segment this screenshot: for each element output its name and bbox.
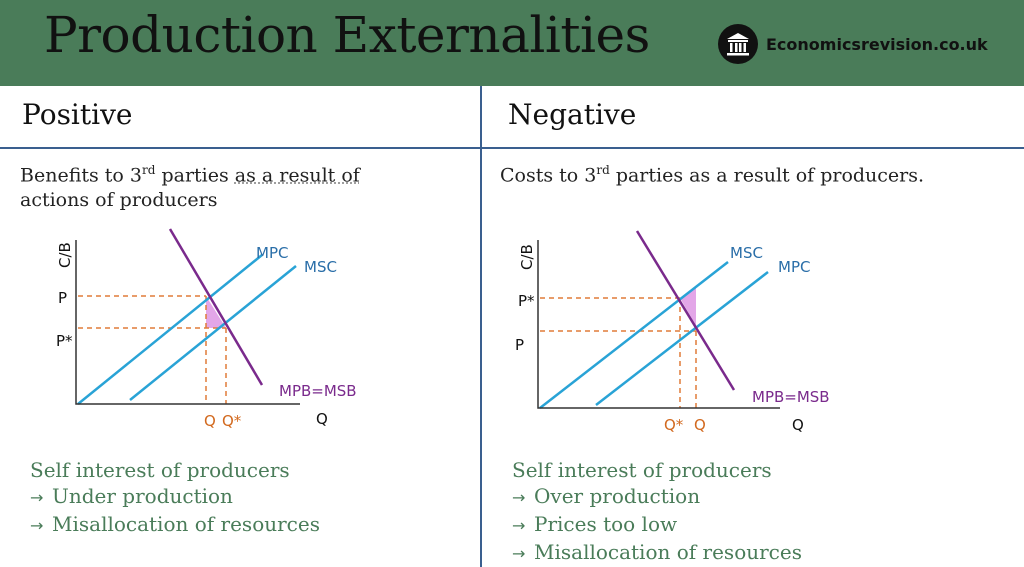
positive-heading: Positive bbox=[22, 98, 133, 131]
negative-description: Costs to 3rd parties as a result of prod… bbox=[500, 163, 925, 187]
negative-mpc-label: MPC bbox=[778, 258, 810, 276]
positive-conclusion-heading: Self interest of producers bbox=[30, 458, 290, 482]
positive-price-high-label: P bbox=[58, 289, 67, 307]
negative-heading: Negative bbox=[508, 98, 637, 131]
negative-qty-left-label: Q* bbox=[664, 416, 684, 434]
positive-axes bbox=[75, 240, 300, 405]
negative-demand-line bbox=[635, 230, 736, 391]
positive-demand-label: MPB=MSB bbox=[279, 382, 357, 400]
positive-description: Benefits to 3rd parties as a result of a… bbox=[20, 163, 360, 212]
positive-qty-left-label: Q bbox=[204, 412, 216, 430]
list-item: → Over production bbox=[512, 483, 802, 511]
positive-msc-label: MSC bbox=[304, 258, 337, 276]
negative-conclusions: Self interest of producers → Over product… bbox=[512, 457, 802, 567]
negative-msc-label: MSC bbox=[730, 244, 763, 262]
heading-divider bbox=[0, 147, 1024, 149]
list-item: → Under production bbox=[30, 483, 320, 511]
arrow-right-icon: → bbox=[512, 488, 526, 507]
positive-welfare-loss bbox=[206, 296, 226, 328]
column-divider bbox=[480, 86, 482, 567]
arrow-right-icon: → bbox=[512, 516, 526, 535]
arrow-right-icon: → bbox=[512, 544, 526, 563]
positive-mpc-label: MPC bbox=[256, 244, 288, 262]
positive-mpc-line bbox=[77, 254, 263, 405]
page-title: Production Externalities bbox=[44, 6, 650, 64]
positive-msc-line bbox=[129, 265, 297, 401]
positive-diagram: C/B Q P P* Q Q* MPC MSC MPB=MSB bbox=[56, 228, 357, 430]
positive-conclusions: Self interest of producers → Under produc… bbox=[30, 457, 320, 539]
negative-mpc-line bbox=[595, 271, 769, 406]
brand[interactable]: Economicsrevision.co.uk bbox=[718, 24, 988, 64]
negative-conclusion-heading: Self interest of producers bbox=[512, 458, 772, 482]
negative-diagram: C/B Q P* P Q* Q MSC MPC MPB=MSB bbox=[515, 230, 830, 434]
header-banner: Production Externalities Economicsrevisi… bbox=[0, 0, 1024, 86]
brand-name: Economicsrevision.co.uk bbox=[766, 34, 988, 54]
list-item: → Misallocation of resources bbox=[30, 511, 320, 539]
negative-demand-label: MPB=MSB bbox=[752, 388, 830, 406]
negative-price-low-label: P bbox=[515, 336, 524, 354]
positive-qty-right-label: Q* bbox=[222, 412, 242, 430]
positive-y-axis-label: C/B bbox=[56, 242, 74, 268]
positive-price-low-label: P* bbox=[56, 332, 73, 350]
negative-price-high-label: P* bbox=[518, 292, 535, 310]
positive-x-axis-label: Q bbox=[316, 410, 328, 428]
list-item: → Prices too low bbox=[512, 511, 802, 539]
classical-building-icon bbox=[718, 24, 758, 64]
arrow-right-icon: → bbox=[30, 488, 44, 507]
list-item: → Misallocation of resources bbox=[512, 539, 802, 567]
negative-axes bbox=[537, 240, 780, 409]
negative-y-axis-label: C/B bbox=[518, 244, 536, 270]
negative-x-axis-label: Q bbox=[792, 416, 804, 434]
arrow-right-icon: → bbox=[30, 516, 44, 535]
negative-msc-line bbox=[539, 261, 729, 409]
positive-demand-line bbox=[168, 228, 264, 386]
negative-qty-right-label: Q bbox=[694, 416, 706, 434]
